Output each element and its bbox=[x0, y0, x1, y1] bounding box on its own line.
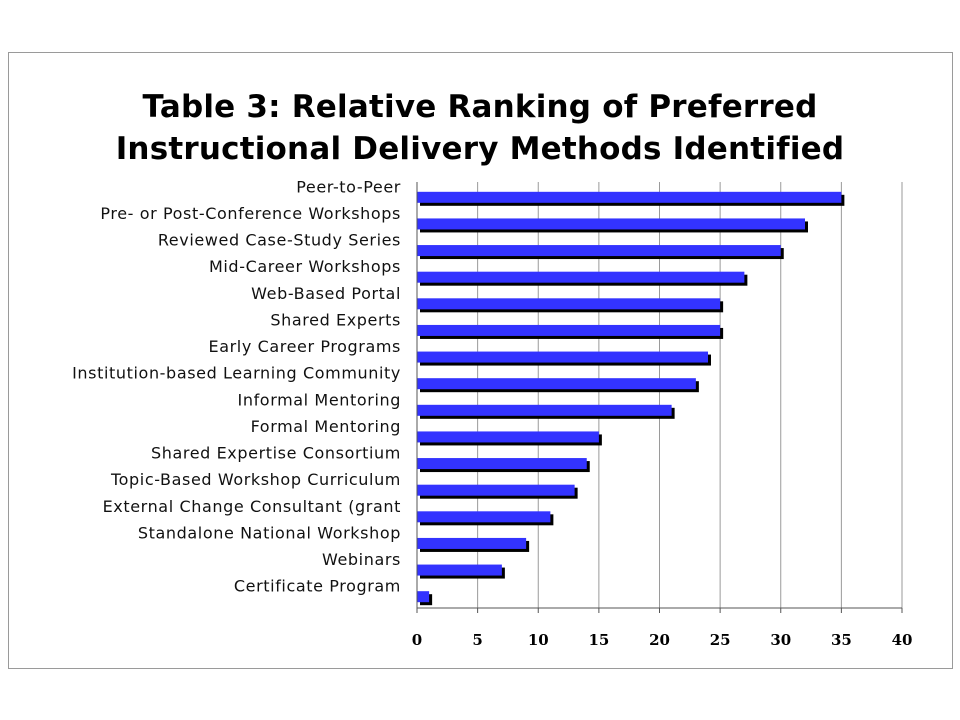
x-tick-label: 15 bbox=[588, 631, 609, 649]
bar bbox=[417, 191, 842, 203]
category-label: Reviewed Case-Study Series bbox=[158, 231, 401, 250]
category-label: Webinars bbox=[322, 550, 401, 569]
bar bbox=[417, 484, 575, 496]
bar bbox=[417, 351, 708, 363]
x-tick-label: 10 bbox=[528, 631, 549, 649]
x-tick-label: 30 bbox=[770, 631, 791, 649]
category-label: Topic-Based Workshop Curriculum bbox=[110, 470, 401, 489]
x-tick-label: 25 bbox=[710, 631, 731, 649]
axes bbox=[416, 182, 903, 613]
x-tick-labels: 0 5 10 15 20 25 30 35 40 bbox=[412, 631, 913, 649]
category-label: Web-Based Portal bbox=[251, 284, 401, 303]
x-tick-label: 40 bbox=[892, 631, 913, 649]
category-label: Certificate Program bbox=[234, 577, 401, 596]
bars bbox=[417, 191, 845, 606]
bar bbox=[417, 218, 805, 230]
x-tick-label: 5 bbox=[472, 631, 482, 649]
bar bbox=[417, 404, 672, 416]
bar bbox=[417, 271, 745, 283]
category-label: External Change Consultant (grant bbox=[103, 497, 401, 516]
bar bbox=[417, 378, 696, 390]
bar bbox=[417, 511, 551, 523]
category-label: Mid-Career Workshops bbox=[209, 257, 401, 276]
chart-frame bbox=[8, 52, 953, 669]
bar bbox=[417, 591, 430, 603]
category-label: Pre- or Post-Conference Workshops bbox=[100, 204, 401, 223]
category-label: Early Career Programs bbox=[209, 337, 402, 356]
bar bbox=[417, 431, 599, 443]
category-label: Peer-to-Peer bbox=[296, 177, 401, 196]
bar bbox=[417, 458, 587, 470]
category-label: Standalone National Workshop bbox=[138, 523, 401, 542]
category-label: Informal Mentoring bbox=[238, 390, 401, 409]
bar bbox=[417, 564, 502, 576]
category-label: Institution-based Learning Community bbox=[72, 364, 401, 383]
category-label: Shared Expertise Consortium bbox=[151, 444, 401, 463]
category-labels: Peer-to-Peer Pre- or Post-Conference Work… bbox=[72, 177, 402, 596]
x-tick-label: 0 bbox=[412, 631, 422, 649]
x-tick-label: 20 bbox=[649, 631, 670, 649]
chart-title: Table 3: Relative Ranking of Preferred I… bbox=[115, 89, 845, 167]
bar bbox=[417, 298, 721, 310]
bar bbox=[417, 537, 527, 549]
x-tick-label: 35 bbox=[831, 631, 852, 649]
category-label: Shared Experts bbox=[270, 310, 401, 329]
bar bbox=[417, 324, 721, 336]
bar bbox=[417, 245, 781, 257]
category-label: Formal Mentoring bbox=[251, 417, 401, 436]
